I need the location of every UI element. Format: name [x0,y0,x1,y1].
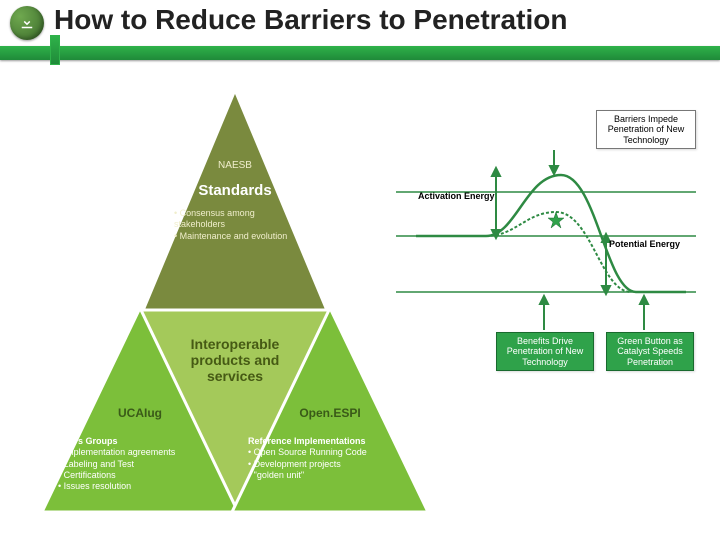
top-org: NAESB [195,160,275,171]
right-bullet-1: Development projects [254,459,341,469]
right-bullets: Reference Implementations • Open Source … [248,436,412,481]
label-potential: Potential Energy [609,240,680,250]
callout-benefits: Benefits Drive Penetration of New Techno… [496,332,594,371]
left-org: UCAIug [100,406,180,420]
right-bullet-2: "golden unit" [254,470,304,480]
pyramid-top [125,90,345,320]
top-bullet-0: Consensus among stakeholders [174,208,255,229]
slide-header: How to Reduce Barriers to Penetration [0,0,720,70]
download-icon [10,6,44,40]
left-bullet-1: Labeling and Test [64,459,134,469]
label-activation: Activation Energy [418,192,495,202]
right-org: Open.ESPI [285,406,375,420]
top-heading: Standards [179,182,291,199]
top-bullets: • Consensus among stakeholders • Mainten… [174,208,298,242]
right-bullet-0: Open Source Running Code [254,447,367,457]
top-bullet-1: Maintenance and evolution [180,231,288,241]
energy-diagram: Activation Energy Potential Energy Barri… [396,110,696,430]
pyramid-diagram: NAESB Standards • Consensus among stakeh… [30,90,440,520]
left-bullet-0: Implementation agreements [64,447,176,457]
left-subheading: Users Groups [58,436,222,447]
left-bullet-2: Certifications [64,470,116,480]
left-bullets: Users Groups • Implementation agreements… [58,436,222,492]
callout-catalyst: Green Button as Catalyst Speeds Penetrat… [606,332,694,371]
middle-heading: Interoperable products and services [170,336,300,384]
slide-title: How to Reduce Barriers to Penetration [54,4,567,36]
right-subheading: Reference Implementations [248,436,412,447]
callout-barriers: Barriers Impede Penetration of New Techn… [596,110,696,149]
accent-bar [0,46,720,60]
left-bullet-3: Issues resolution [64,481,132,491]
